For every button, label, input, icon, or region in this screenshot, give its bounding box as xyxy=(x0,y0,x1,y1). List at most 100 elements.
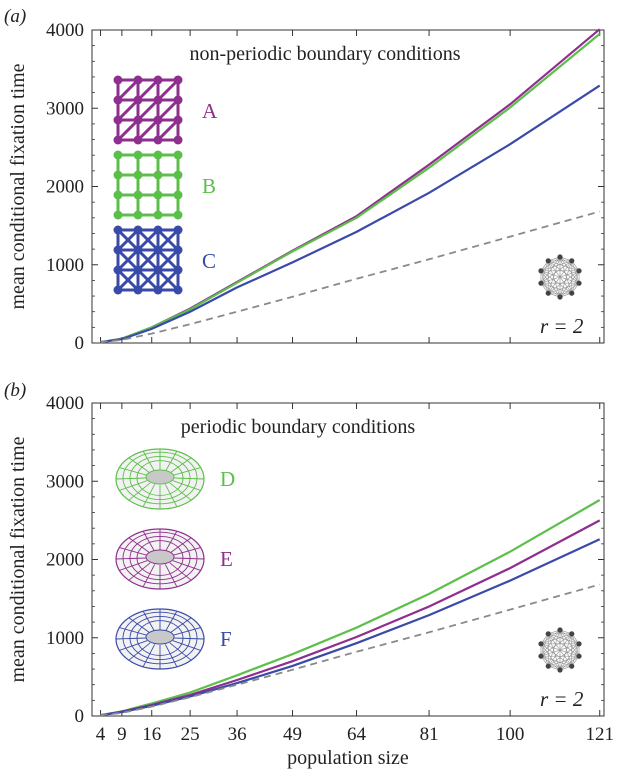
complete-graph-node xyxy=(576,280,582,286)
torus-meridian xyxy=(128,482,151,501)
lattice-node xyxy=(173,285,183,295)
y-tick-label: 2000 xyxy=(46,177,84,198)
complete-graph-edge xyxy=(548,655,580,667)
lattice-node xyxy=(113,285,123,295)
torus-meridian xyxy=(128,537,151,554)
x-tick-label: 36 xyxy=(228,724,247,745)
lattice-edge xyxy=(116,118,140,142)
torus-meridian xyxy=(142,564,156,587)
torus-meridian xyxy=(119,640,148,651)
complete-graph-edge xyxy=(547,260,561,298)
torus-meridian xyxy=(119,560,148,571)
torus-meridian xyxy=(169,457,192,474)
complete-graph-node xyxy=(569,258,575,264)
lattice-node xyxy=(113,170,123,180)
lattice-node xyxy=(133,95,143,105)
plot-frame xyxy=(91,29,605,344)
y-tick-label: 4000 xyxy=(46,393,84,414)
lattice-node xyxy=(153,150,163,160)
lattice-node xyxy=(173,225,183,235)
lattice-node xyxy=(133,135,143,145)
lattice-node xyxy=(113,75,123,85)
torus-meridian xyxy=(172,547,201,556)
y-tick-label: 1000 xyxy=(46,255,84,276)
legend-entry-c: C xyxy=(113,225,216,295)
panel-label: (b) xyxy=(4,380,26,401)
lattice-edge xyxy=(116,78,140,102)
lattice-node xyxy=(153,265,163,275)
lattice-node xyxy=(113,225,123,235)
complete-graph-edge xyxy=(548,633,580,657)
x-tick-label: 9 xyxy=(117,724,127,745)
lattice-edge xyxy=(156,248,180,272)
complete-graph-node xyxy=(545,631,551,637)
complete-graph-edge xyxy=(540,633,549,657)
torus-meridian xyxy=(169,562,192,581)
complete-graph-node xyxy=(545,663,551,669)
torus-meridian xyxy=(172,467,201,476)
complete-graph-edge xyxy=(547,633,561,671)
lattice-node xyxy=(173,245,183,255)
complete-graph-node xyxy=(545,258,551,264)
x-tick-label: 4 xyxy=(96,724,106,745)
complete-graph-edge xyxy=(540,282,561,298)
complete-graph-edge xyxy=(559,270,580,298)
complete-graph-node xyxy=(538,268,544,274)
torus-meridian xyxy=(169,482,192,501)
y-tick-label: 3000 xyxy=(46,471,84,492)
series-line-c xyxy=(100,84,601,344)
series-line-complete-graph xyxy=(100,210,600,344)
torus-meridian xyxy=(164,564,178,587)
chart-title: periodic boundary conditions xyxy=(181,416,416,438)
legend-label: E xyxy=(220,547,233,571)
y-tick-label: 0 xyxy=(75,333,85,354)
complete-graph-edge xyxy=(540,629,561,657)
complete-graph-node xyxy=(538,280,544,286)
torus-meridian xyxy=(119,467,148,476)
torus-meridian xyxy=(142,644,156,667)
complete-graph-edge xyxy=(547,633,573,667)
complete-graph-node xyxy=(576,268,582,274)
lattice-node xyxy=(133,210,143,220)
lattice-node xyxy=(153,245,163,255)
lattice-edge xyxy=(136,268,160,292)
complete-graph-edge xyxy=(540,270,561,298)
complete-graph-edge xyxy=(548,260,580,284)
chart-panel-a: (a) 0 1000 2000 3000 4000 mean conditional fix… xyxy=(4,6,605,354)
lattice-node xyxy=(153,170,163,180)
lattice-node xyxy=(133,170,143,180)
complete-graph-icon xyxy=(538,254,582,300)
lattice-node xyxy=(173,95,183,105)
lattice-node xyxy=(113,135,123,145)
torus-meridian xyxy=(128,617,151,634)
torus-meridian xyxy=(115,477,147,480)
complete-graph-node xyxy=(569,290,575,296)
chart-panel-b: (b) 0 1000 2000 3000 4000 4 9 16 25 36 49 64 81 100 121… xyxy=(4,380,614,769)
panel-label: (a) xyxy=(4,6,26,27)
torus-meridian xyxy=(164,484,178,507)
lattice-node xyxy=(133,75,143,85)
x-tick-label: 16 xyxy=(142,724,161,745)
lattice-node xyxy=(133,285,143,295)
complete-graph-node xyxy=(557,294,563,300)
torus-meridian xyxy=(119,627,148,636)
torus-meridian xyxy=(115,557,147,560)
legend-label: C xyxy=(202,249,216,273)
torus-hole xyxy=(145,469,175,485)
x-tick-label: 64 xyxy=(347,724,367,745)
x-tick-label: 25 xyxy=(181,724,200,745)
lattice-node xyxy=(133,150,143,160)
lattice-edge xyxy=(136,118,160,142)
annotation-r: r = 2 xyxy=(540,314,584,338)
torus-meridian xyxy=(172,627,201,636)
torus-meridian xyxy=(173,477,205,480)
complete-graph-node xyxy=(545,290,551,296)
legend-label: D xyxy=(220,467,235,491)
complete-graph-icon xyxy=(538,627,582,673)
y-tick-label: 4000 xyxy=(46,20,84,41)
series-line-complete-graph xyxy=(100,583,600,717)
x-tick-label: 81 xyxy=(420,724,439,745)
complete-graph-edge xyxy=(540,633,572,645)
complete-graph-node xyxy=(538,653,544,659)
lattice-node xyxy=(173,210,183,220)
